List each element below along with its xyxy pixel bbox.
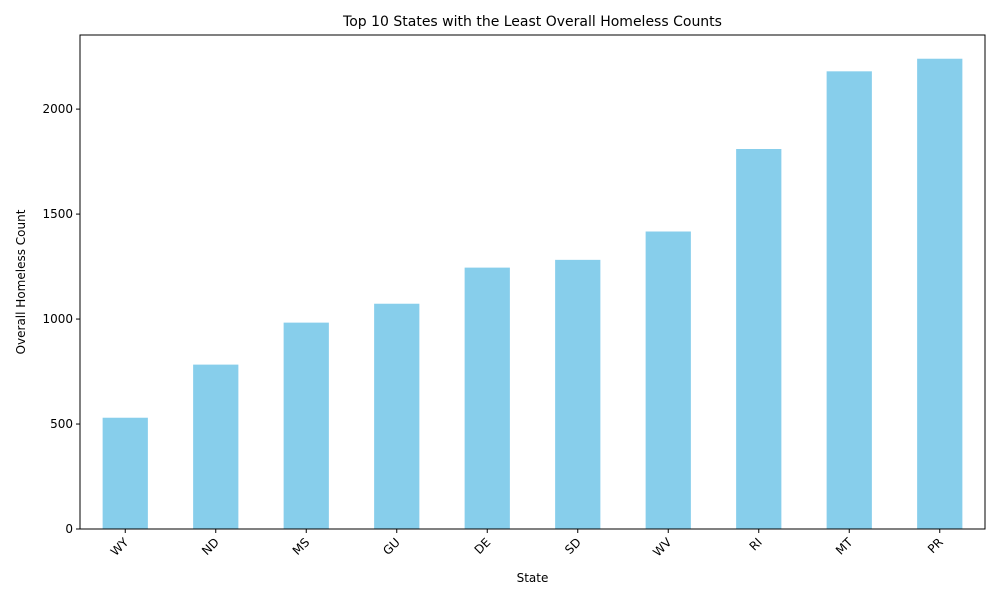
bar-wy [102, 417, 148, 529]
bar-ms [283, 322, 329, 529]
x-tick-label: PR [925, 535, 946, 556]
y-tick-label: 1000 [42, 312, 73, 326]
y-tick-label: 500 [50, 417, 73, 431]
x-tick-label: RI [747, 535, 765, 553]
y-tick-label: 0 [65, 522, 73, 536]
x-tick-label: ND [199, 535, 222, 558]
x-tick-label: WV [650, 535, 675, 560]
x-tick-label: MS [290, 535, 313, 558]
x-tick-label: MT [833, 535, 856, 558]
y-tick-label: 2000 [42, 102, 73, 116]
bar-pr [917, 58, 963, 530]
plot-frame [79, 34, 986, 530]
y-axis-label: Overall Homeless Count [14, 209, 28, 354]
x-tick-label: SD [562, 535, 584, 557]
y-axis: 0 500 1000 1500 2000 [42, 102, 80, 536]
x-axis-label: State [517, 571, 549, 585]
x-tick-label: DE [472, 535, 494, 557]
bar-gu [374, 303, 420, 529]
x-tick-label: WY [108, 535, 132, 559]
bar-wv [645, 231, 691, 529]
bar-nd [193, 364, 239, 529]
bars-group [102, 58, 963, 530]
bar-mt [826, 71, 872, 530]
bar-sd [555, 259, 601, 529]
x-tick-label: GU [380, 535, 403, 558]
x-axis: WY ND MS GU DE SD WV RI MT PR [108, 529, 946, 559]
bar-ri [736, 149, 782, 529]
y-tick-label: 1500 [42, 207, 73, 221]
chart-title: Top 10 States with the Least Overall Hom… [342, 14, 722, 30]
bar-de [464, 267, 510, 529]
